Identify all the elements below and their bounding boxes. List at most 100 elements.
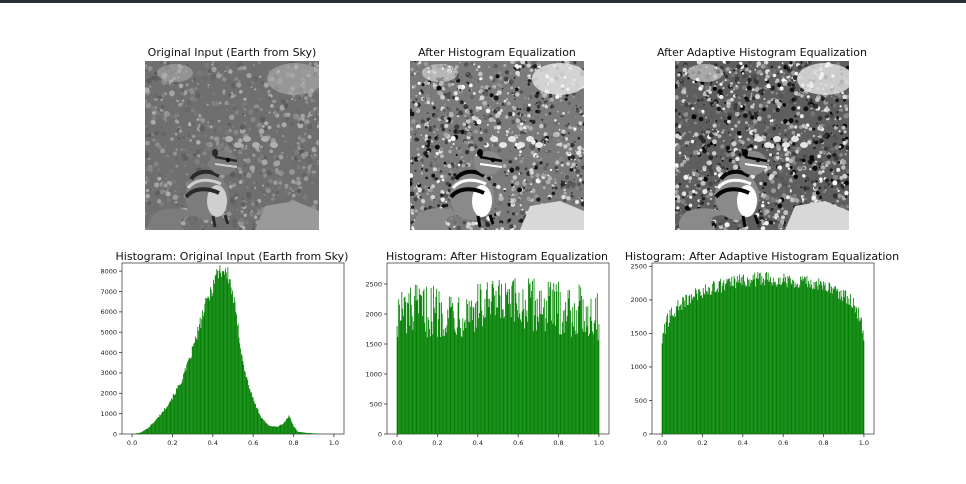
light-patch (267, 63, 319, 95)
histogram-bar (401, 291, 403, 434)
histogram-bar (147, 428, 149, 434)
histogram-bar (724, 290, 726, 434)
histogram-bar (414, 284, 416, 434)
histogram-bar (208, 297, 210, 434)
histogram-bar (793, 287, 795, 434)
histogram-bar (211, 296, 213, 434)
histogram-bar (814, 289, 816, 434)
histogram-bar (411, 316, 413, 434)
histogram-bar (179, 384, 181, 434)
histogram-bar (256, 407, 258, 434)
x-tick-label: 0.4 (208, 439, 218, 447)
histogram-bar (570, 310, 571, 434)
histogram-bar (667, 313, 669, 434)
pebble (225, 136, 233, 142)
histogram-bar (468, 300, 470, 434)
histogram-bar (309, 433, 311, 434)
histogram-bar (443, 329, 445, 434)
histogram-bar (795, 287, 797, 434)
histogram-bar (483, 317, 485, 434)
chipmunk-tail (148, 208, 195, 230)
histogram-bar (478, 318, 480, 434)
histogram-bar (301, 432, 303, 434)
histogram-bar (755, 277, 757, 434)
histogram-bar (718, 281, 720, 434)
histogram-bar (255, 407, 257, 434)
histogram-bar (665, 322, 667, 434)
histogram-bar (518, 292, 520, 434)
histogram-bar (810, 279, 812, 434)
histogram-bar (851, 307, 853, 434)
histogram-bar (731, 276, 733, 434)
chipmunk-tail (413, 208, 460, 230)
histogram-bar (280, 424, 282, 434)
histogram-bar (413, 320, 415, 434)
image-title-original: Original Input (Earth from Sky) (147, 46, 317, 59)
histogram-bar (183, 372, 185, 434)
histogram-bar (520, 321, 522, 434)
histogram-bar (778, 284, 780, 434)
histogram-bar (261, 418, 263, 434)
histogram-bar (779, 277, 781, 434)
histogram-bar (192, 346, 194, 434)
light-patch (422, 64, 458, 82)
histogram-bar (271, 426, 273, 434)
histogram-bar (528, 278, 529, 434)
histogram-bar (459, 327, 461, 434)
histogram-bar (477, 283, 479, 434)
histogram-bar (829, 283, 831, 434)
histogram-bar (161, 411, 163, 434)
histogram-bar (588, 336, 590, 434)
histogram-bar (552, 323, 554, 434)
histogram-bar (694, 296, 695, 434)
histogram-bar (445, 332, 447, 434)
histogram-bar (811, 284, 813, 434)
histogram-bar (297, 431, 298, 434)
histogram-bar (505, 283, 506, 434)
histogram-bar (831, 286, 832, 434)
histogram-bar (683, 297, 684, 434)
histogram-bar (515, 293, 517, 434)
histogram-bar (565, 301, 567, 434)
histogram-bar (434, 312, 436, 434)
histogram-bar (855, 306, 857, 434)
histogram-bar (209, 300, 211, 434)
histogram-bar (777, 284, 779, 434)
histogram-bar (528, 284, 530, 434)
chipmunk-tail (678, 208, 725, 230)
histogram-bar (566, 321, 567, 434)
histogram-bar (830, 292, 832, 434)
histogram-bar (141, 431, 143, 434)
histogram-bar (450, 296, 452, 434)
histogram-bar (231, 294, 233, 434)
histogram-bar (492, 280, 494, 434)
x-tick-label: 0.6 (778, 439, 788, 447)
histogram-bar (693, 296, 695, 434)
histogram-bar (530, 297, 532, 434)
histogram-bar (312, 433, 313, 434)
histogram-bar (182, 379, 184, 434)
histogram-bar (259, 415, 261, 434)
histogram-bar (578, 284, 580, 434)
chipmunk-belly (207, 185, 227, 217)
histogram-bar (152, 423, 154, 434)
histogram-bar (180, 384, 182, 434)
pebble (773, 136, 781, 142)
histogram-bar (857, 307, 859, 434)
histogram-bar (297, 431, 299, 434)
histogram-bar (442, 336, 444, 434)
histogram-bar (819, 280, 821, 434)
histogram-bar (699, 291, 701, 434)
histogram-bar (668, 326, 669, 434)
histogram-bar (581, 295, 582, 434)
histogram-bar (145, 429, 146, 434)
histogram-bar (745, 286, 747, 434)
histogram-bar (448, 318, 449, 434)
histogram-bar (846, 295, 848, 434)
histogram-bar (219, 265, 221, 434)
histogram-bar (844, 290, 846, 434)
histogram-bar (751, 280, 753, 434)
histogram-bar (166, 407, 168, 434)
histogram-bar (463, 330, 464, 434)
histogram-bar (740, 277, 742, 434)
